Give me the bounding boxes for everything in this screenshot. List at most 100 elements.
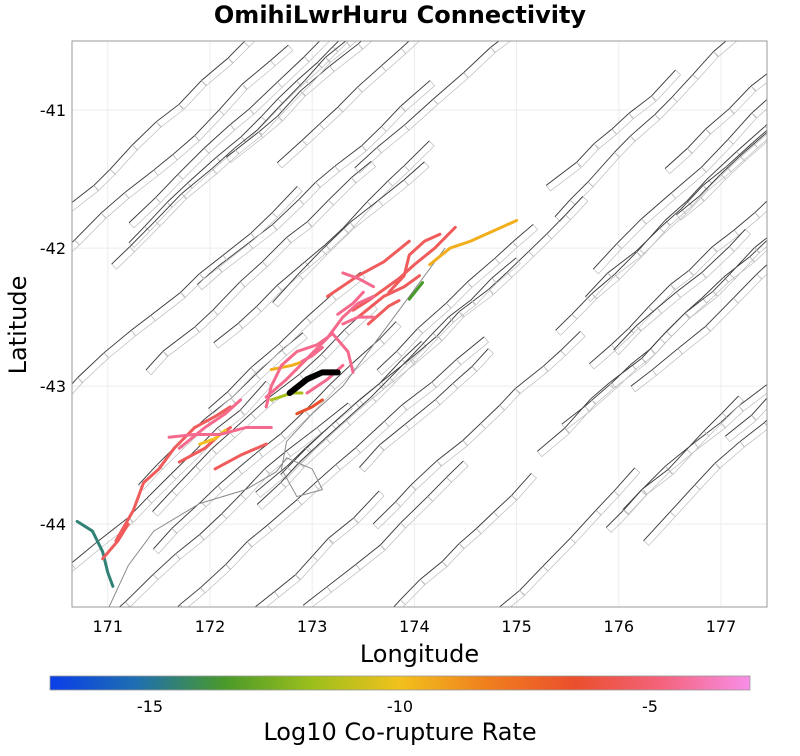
fault-trace xyxy=(706,151,737,180)
fault-trace xyxy=(328,177,352,201)
fault-trace xyxy=(426,7,442,25)
fault-trace xyxy=(304,384,331,412)
fault-trace xyxy=(720,155,741,175)
fault-trace xyxy=(145,350,164,371)
fault-trace xyxy=(432,72,464,100)
fault-trace xyxy=(378,359,403,385)
fault-patch xyxy=(773,76,800,100)
fault-trace xyxy=(694,422,722,443)
fault-patch xyxy=(357,41,373,50)
fault-patch xyxy=(767,0,794,14)
fault-trace xyxy=(180,273,200,293)
x-tick-label: 174 xyxy=(399,617,430,636)
y-tick-label: -44 xyxy=(40,515,66,534)
fault-trace xyxy=(769,115,789,131)
colorbar-label: Log10 Co-rupture Rate xyxy=(263,718,537,746)
colorbar-tick-label: -15 xyxy=(137,697,163,716)
fault-trace xyxy=(480,404,500,424)
fault-trace xyxy=(328,11,349,33)
fault-trace xyxy=(659,312,686,339)
fault-trace xyxy=(345,396,372,421)
fault-trace xyxy=(400,80,431,107)
fault-trace xyxy=(458,528,477,544)
fault-trace xyxy=(462,423,481,441)
fault-trace xyxy=(295,555,313,576)
fault-patch xyxy=(782,383,800,410)
corupture-fault xyxy=(172,405,232,450)
fault-patch xyxy=(303,41,330,63)
fault-trace xyxy=(395,484,412,503)
fault-trace xyxy=(560,331,581,351)
fault-trace xyxy=(353,490,380,519)
target-fault xyxy=(286,369,341,397)
fault-trace xyxy=(675,272,702,293)
fault-patch xyxy=(790,336,800,365)
fault-trace xyxy=(754,200,767,213)
fault-trace xyxy=(733,212,756,231)
y-tick-label: -41 xyxy=(40,101,66,120)
fault-trace xyxy=(218,83,243,111)
fault-patch xyxy=(779,162,800,194)
fault-trace xyxy=(686,430,705,450)
fault-trace xyxy=(199,254,224,275)
fault-trace xyxy=(305,424,333,449)
fault-trace xyxy=(195,448,213,467)
fault-trace xyxy=(201,57,229,81)
fault-trace xyxy=(794,345,800,371)
fault-trace xyxy=(705,297,734,327)
colorbar-ticks: -15 -10 -5 xyxy=(137,697,658,716)
fault-patch xyxy=(361,0,388,25)
fault-trace xyxy=(316,402,349,429)
fault-patch xyxy=(770,360,795,387)
fault-trace xyxy=(212,281,241,311)
fault-trace xyxy=(332,41,340,48)
fault-trace xyxy=(764,123,767,127)
colorbar-tick-label: -5 xyxy=(642,697,658,716)
fault-trace xyxy=(241,60,271,85)
fault-trace xyxy=(448,299,472,318)
corupture-fault xyxy=(331,332,355,374)
fault-trace xyxy=(213,322,239,344)
x-tick-label: 171 xyxy=(92,617,123,636)
corupture-fault xyxy=(341,271,376,289)
fault-trace xyxy=(264,450,287,470)
fault-trace xyxy=(200,564,227,589)
fault-trace xyxy=(229,108,250,125)
fault-trace xyxy=(262,237,287,263)
fault-trace xyxy=(329,43,359,67)
fault-trace xyxy=(349,199,379,223)
fault-trace xyxy=(74,212,102,241)
fault-trace xyxy=(255,465,288,493)
fault-patch xyxy=(712,41,738,58)
fault-trace xyxy=(128,197,156,224)
fault-trace xyxy=(445,281,468,304)
y-axis-ticks: -41 -42 -43 -44 xyxy=(40,101,66,534)
fault-patch xyxy=(739,9,772,36)
fault-trace xyxy=(766,397,767,399)
fault-trace xyxy=(456,336,485,360)
fault-trace xyxy=(506,251,530,273)
fault-trace xyxy=(297,249,322,275)
fault-trace xyxy=(380,5,398,24)
fault-trace xyxy=(749,239,767,258)
fault-trace xyxy=(366,180,389,203)
fault-patch xyxy=(332,41,350,53)
fault-trace xyxy=(277,90,301,117)
fault-patch xyxy=(380,5,403,29)
grid xyxy=(72,41,767,607)
fault-trace xyxy=(564,398,592,429)
fault-trace xyxy=(727,112,753,140)
fault-trace xyxy=(276,139,303,164)
fault-trace xyxy=(109,144,133,170)
fault-trace xyxy=(782,383,800,405)
fault-trace xyxy=(129,220,156,248)
fault-trace xyxy=(278,79,306,108)
fault-trace xyxy=(786,220,800,247)
fault-trace xyxy=(187,156,217,184)
fault-trace xyxy=(166,182,188,203)
fault-trace xyxy=(194,109,220,136)
fault-trace xyxy=(732,273,758,299)
fault-trace xyxy=(312,538,329,557)
corupture-fault xyxy=(356,274,421,319)
